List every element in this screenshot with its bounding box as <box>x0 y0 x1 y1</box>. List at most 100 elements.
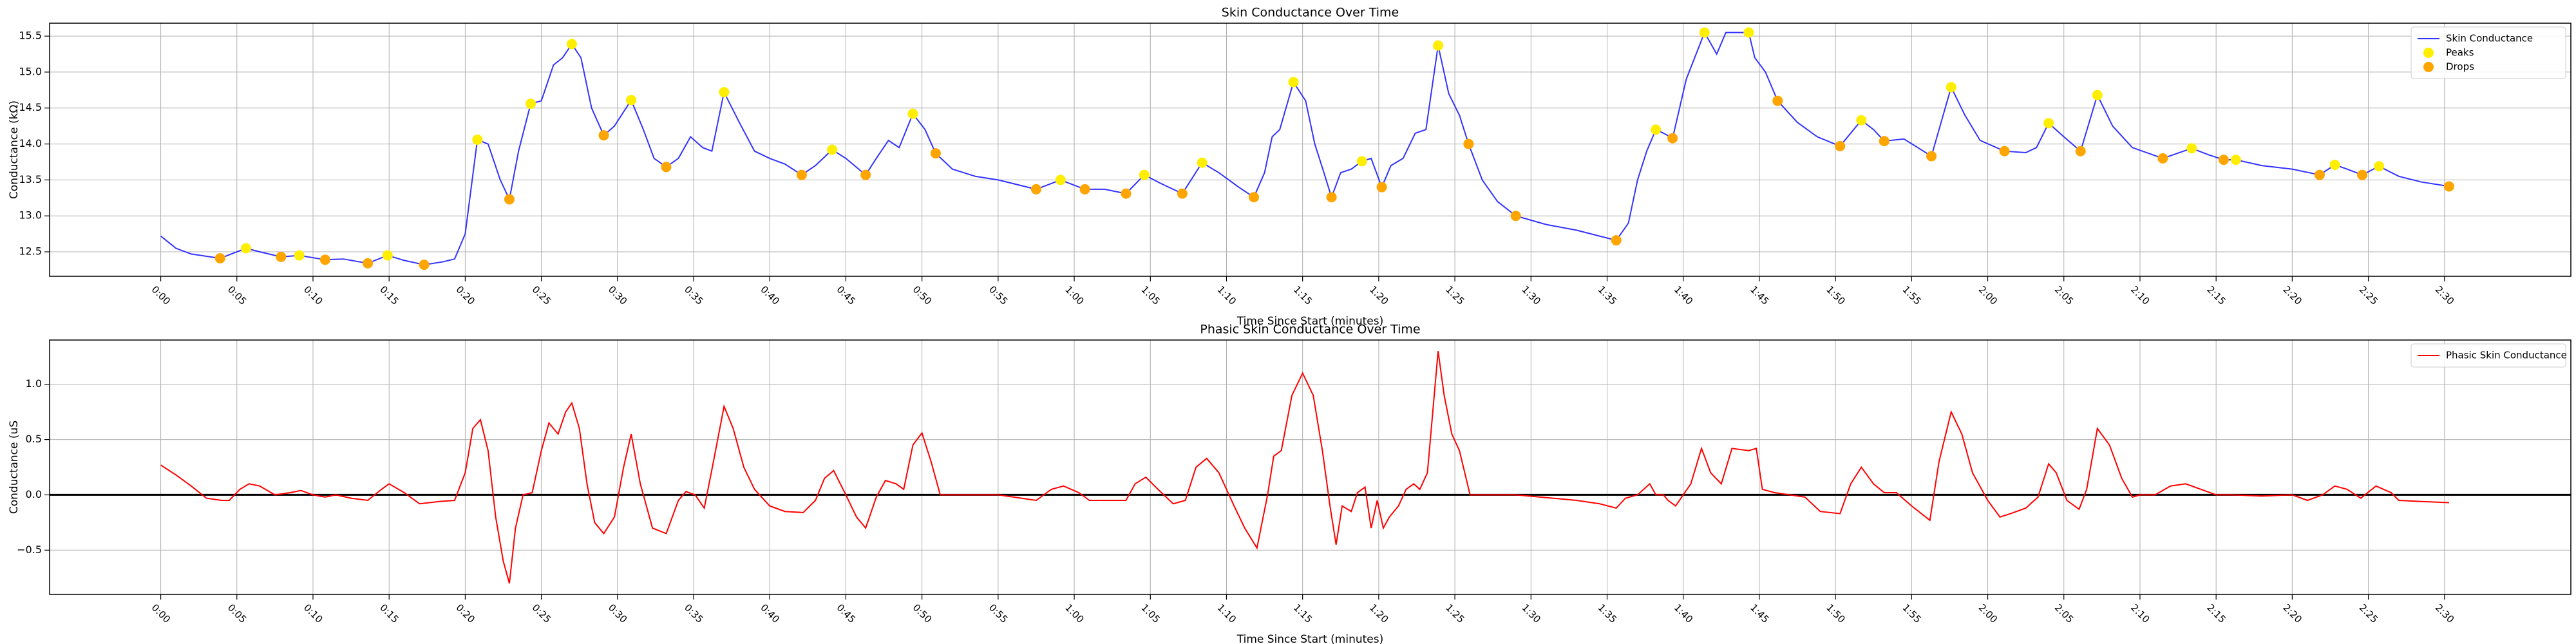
x-axis-label: Time Since Start (minutes) <box>1236 633 1384 644</box>
point <box>1177 188 1188 199</box>
x-tick-label: 2:00 <box>1976 601 2000 625</box>
x-tick-label: 2:15 <box>2204 283 2228 307</box>
point <box>1288 77 1299 88</box>
x-tick-label: 0:45 <box>835 283 858 307</box>
point <box>276 251 287 262</box>
point <box>1356 156 1367 167</box>
x-tick-label: 2:15 <box>2204 601 2228 625</box>
y-tick-label: 14.0 <box>19 137 42 149</box>
x-tick-label: 2:05 <box>2052 601 2076 625</box>
point <box>2218 155 2229 166</box>
y-tick-label: 0.5 <box>26 433 42 445</box>
point <box>2374 161 2385 172</box>
point <box>1326 192 1337 203</box>
point <box>907 108 918 119</box>
point <box>566 39 577 50</box>
point <box>860 169 871 180</box>
chart-title: Phasic Skin Conductance Over Time <box>1200 323 1420 337</box>
x-tick-label: 1:30 <box>1519 601 1543 625</box>
y-tick-label: 15.5 <box>19 30 42 42</box>
x-tick-label: 0:05 <box>225 601 249 625</box>
legend-label: Drops <box>2446 61 2474 73</box>
x-tick-label: 1:25 <box>1443 601 1467 625</box>
point <box>2157 153 2168 164</box>
x-tick-label: 0:10 <box>301 283 325 307</box>
x-tick-label: 0:25 <box>530 283 554 307</box>
point <box>2075 146 2086 156</box>
legend-swatch <box>2423 62 2434 72</box>
x-tick-label: 0:30 <box>606 601 630 625</box>
point <box>2230 155 2241 166</box>
point <box>526 99 536 109</box>
x-tick-label: 1:20 <box>1367 601 1391 625</box>
x-tick-label: 1:10 <box>1215 601 1239 625</box>
x-tick-label: 2:20 <box>2280 283 2304 307</box>
x-tick-label: 1:15 <box>1291 283 1315 307</box>
x-axis-label: Time Since Start (minutes) <box>1236 315 1384 328</box>
point <box>319 254 330 265</box>
y-tick-label: 12.5 <box>19 245 42 258</box>
x-tick-label: 0:10 <box>301 601 325 625</box>
point <box>1699 27 1710 38</box>
point <box>1651 124 1662 135</box>
point <box>1611 235 1622 246</box>
y-tick-label: 13.5 <box>19 173 42 185</box>
point <box>1376 182 1387 193</box>
x-tick-label: 2:00 <box>1976 283 2000 307</box>
point <box>2443 181 2454 192</box>
x-tick-label: 0:00 <box>149 283 173 307</box>
y-tick-label: −0.5 <box>17 544 42 556</box>
point <box>1249 192 1260 203</box>
point <box>294 250 305 261</box>
legend-label: Peaks <box>2446 47 2474 59</box>
x-tick-label: 1:15 <box>1291 601 1315 625</box>
plot-area: 0:00 0:05 0:10 0:15 0:20 0:25 0:30 0:35 0:40 0:45… <box>8 6 2571 328</box>
point <box>504 194 515 205</box>
point <box>930 148 941 159</box>
x-tick-label: 0:30 <box>606 283 630 307</box>
x-tick-label: 2:30 <box>2433 601 2457 625</box>
x-tick-label: 2:25 <box>2357 283 2381 307</box>
point <box>1999 146 2010 156</box>
x-tick-label: 1:55 <box>1900 601 1924 625</box>
point <box>2043 118 2054 129</box>
point <box>1926 151 1937 162</box>
x-tick-label: 2:30 <box>2433 283 2457 307</box>
point <box>2092 90 2103 100</box>
x-tick-label: 0:15 <box>377 283 401 307</box>
point <box>419 260 430 270</box>
x-tick-label: 0:05 <box>225 283 249 307</box>
x-tick-label: 0:20 <box>453 601 477 625</box>
x-tick-label: 1:55 <box>1900 283 1924 307</box>
x-tick-label: 1:05 <box>1139 601 1162 625</box>
legend-label: Phasic Skin Conductance <box>2446 350 2567 361</box>
point <box>1030 184 1041 194</box>
legend-label: Skin Conductance <box>2446 33 2533 44</box>
point <box>1743 27 1754 38</box>
point <box>1121 188 1132 199</box>
point <box>719 87 730 98</box>
y-tick-label: 15.0 <box>19 65 42 77</box>
point <box>1055 175 1066 185</box>
x-tick-label: 2:10 <box>2128 601 2152 625</box>
axes-frame <box>49 339 2571 595</box>
point <box>240 243 251 254</box>
y-tick-label: 13.0 <box>19 209 42 222</box>
point <box>796 169 807 180</box>
point <box>2186 143 2197 154</box>
y-axis-label: Conductance (kΩ) <box>8 100 21 199</box>
legend-box <box>2410 26 2566 79</box>
point <box>626 95 637 106</box>
point <box>1463 138 1474 149</box>
x-tick-label: 1:05 <box>1139 283 1162 307</box>
x-tick-label: 1:45 <box>1748 283 1772 307</box>
series-line <box>160 31 2450 266</box>
x-tick-label: 2:10 <box>2128 283 2152 307</box>
x-tick-label: 1:00 <box>1063 601 1086 625</box>
point <box>1879 136 1889 147</box>
x-tick-label: 0:45 <box>835 601 858 625</box>
x-tick-label: 1:00 <box>1063 283 1086 307</box>
point <box>1079 184 1090 194</box>
x-tick-label: 1:30 <box>1519 283 1543 307</box>
point <box>2357 169 2368 180</box>
